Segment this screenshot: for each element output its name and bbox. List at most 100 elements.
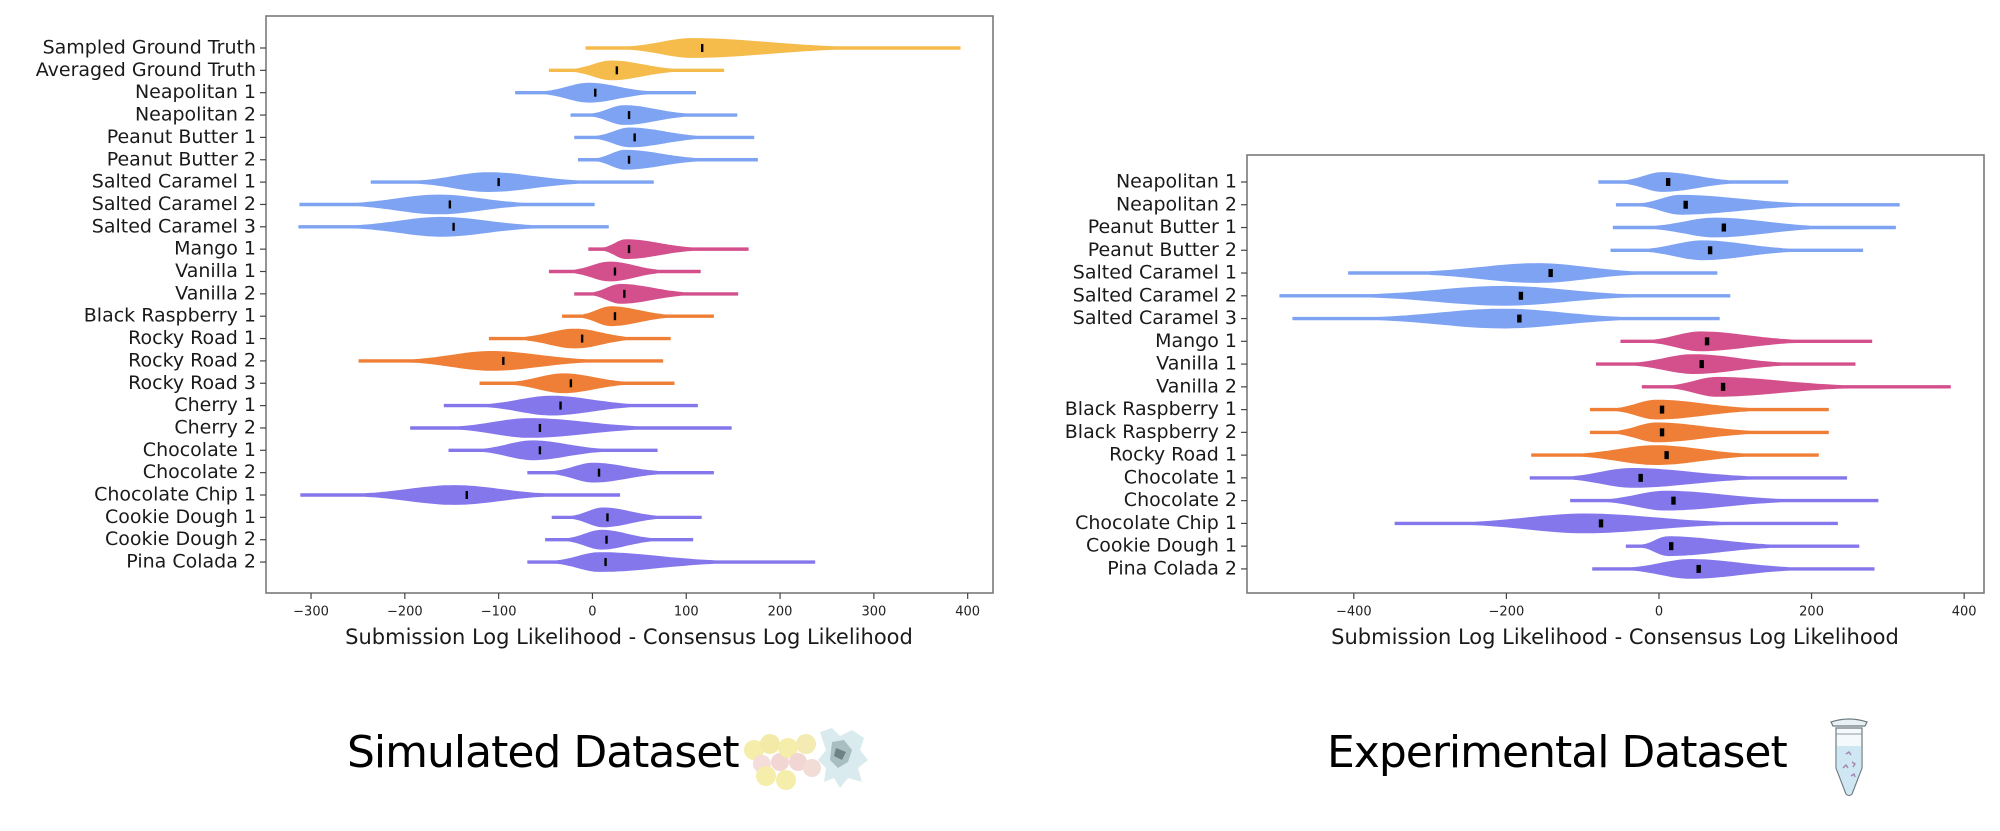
violin-vanilla-2: Vanilla 2 [1156, 375, 1951, 397]
violin-peanut-butter-1: Peanut Butter 1 [107, 126, 755, 148]
median-marker [538, 446, 542, 455]
median-marker [604, 558, 607, 567]
median-marker [615, 66, 619, 75]
violin-pina-colada-2: Pina Colada 2 [1107, 557, 1875, 579]
x-tick-label: −100 [481, 605, 517, 620]
violin-body [488, 328, 671, 349]
median-marker [627, 111, 631, 120]
violin-chocolate-1: Chocolate 1 [1124, 466, 1848, 488]
violin-vanilla-2: Vanilla 2 [175, 282, 739, 304]
x-tick-label: −200 [387, 605, 423, 620]
violin-chocolate-1: Chocolate 1 [143, 439, 658, 461]
median-marker [1699, 360, 1704, 369]
violin-body [1589, 399, 1829, 420]
median-marker [559, 401, 562, 410]
violin-body [1620, 331, 1873, 352]
y-tick-label: Neapolitan 1 [135, 81, 256, 103]
violin-cherry-1: Cherry 1 [174, 394, 698, 416]
median-marker [1638, 473, 1643, 482]
y-tick-label: Chocolate Chip 1 [94, 484, 256, 506]
y-tick-label: Rocky Road 3 [128, 372, 256, 394]
violin-salted-caramel-1: Salted Caramel 1 [92, 171, 654, 193]
y-tick-label: Cherry 2 [174, 416, 256, 438]
median-marker [1696, 564, 1701, 573]
x-tick-label: 400 [955, 605, 980, 620]
violin-salted-caramel-2: Salted Caramel 2 [1073, 284, 1731, 306]
y-tick-label: Mango 1 [1155, 330, 1237, 352]
violin-salted-caramel-2: Salted Caramel 2 [92, 193, 595, 215]
violin-chocolate-2: Chocolate 2 [1124, 489, 1879, 511]
median-marker [1683, 200, 1688, 209]
violin-body [358, 351, 664, 371]
violin-salted-caramel-3: Salted Caramel 3 [1073, 307, 1720, 329]
violin-body [299, 194, 595, 215]
y-tick-label: Sampled Ground Truth [43, 37, 256, 59]
y-tick-label: Salted Caramel 2 [1073, 284, 1237, 306]
y-tick-label: Averaged Ground Truth [36, 59, 256, 81]
median-marker [594, 88, 597, 97]
y-tick-label: Black Raspberry 1 [1065, 398, 1237, 420]
y-tick-label: Vanilla 1 [175, 260, 256, 282]
violin-neapolitan-2: Neapolitan 2 [135, 104, 738, 126]
violin-rocky-road-2: Rocky Road 2 [128, 349, 664, 371]
median-marker [627, 155, 631, 164]
y-tick-label: Peanut Butter 1 [107, 126, 256, 148]
median-marker [448, 200, 452, 209]
y-tick-label: Rocky Road 1 [1109, 444, 1237, 466]
violin-rocky-road-3: Rocky Road 3 [128, 372, 675, 394]
violin-peanut-butter-2: Peanut Butter 2 [1088, 239, 1864, 261]
x-tick-label: 100 [674, 605, 699, 620]
y-tick-label: Chocolate 1 [1124, 466, 1237, 488]
violin-body [1596, 354, 1856, 374]
x-tick-label: 200 [768, 605, 793, 620]
y-tick-label: Chocolate Chip 1 [1075, 512, 1237, 534]
violin-cherry-2: Cherry 2 [174, 416, 732, 438]
median-marker [1671, 496, 1676, 505]
violin-body [1279, 285, 1731, 306]
median-marker [1721, 223, 1727, 232]
median-marker [1704, 337, 1710, 346]
violin-salted-caramel-1: Salted Caramel 1 [1073, 262, 1718, 284]
x-tick-label: 300 [861, 605, 886, 620]
median-marker [1517, 314, 1522, 323]
y-tick-label: Peanut Butter 2 [107, 148, 256, 170]
x-tick-label: −300 [293, 605, 329, 620]
plot-frame [265, 15, 994, 594]
violin-body [370, 172, 654, 192]
violin-body [578, 149, 758, 170]
violin-body [585, 38, 961, 58]
violin-body [1529, 468, 1848, 488]
violin-peanut-butter-1: Peanut Butter 1 [1088, 216, 1896, 238]
median-marker [1665, 178, 1671, 186]
violin-body [1570, 490, 1879, 511]
simulated-dataset-title: Simulated Dataset [347, 727, 740, 778]
median-marker [633, 133, 636, 142]
y-tick-label: Vanilla 2 [1156, 375, 1237, 397]
violin-body [548, 261, 701, 282]
violin-averaged-ground-truth: Averaged Ground Truth [36, 59, 725, 81]
violin-mango-1: Mango 1 [174, 238, 749, 260]
y-tick-label: Chocolate 1 [143, 439, 256, 461]
y-tick-label: Salted Caramel 3 [1073, 307, 1237, 329]
violin-body [570, 105, 738, 125]
median-marker [1707, 246, 1713, 255]
violin-cookie-dough-1: Cookie Dough 1 [105, 506, 702, 528]
y-tick-label: Black Raspberry 1 [84, 305, 256, 327]
median-marker [627, 245, 631, 254]
median-marker [1659, 428, 1665, 437]
violin-pina-colada-2: Pina Colada 2 [126, 551, 816, 573]
experimental-dataset-title: Experimental Dataset [1327, 727, 1788, 778]
y-tick-label: Mango 1 [174, 238, 256, 260]
median-marker [497, 178, 500, 187]
y-tick-label: Rocky Road 1 [128, 327, 256, 349]
violin-body [574, 284, 739, 304]
violin-body [1625, 536, 1860, 557]
violin-chocolate-chip-1: Chocolate Chip 1 [1075, 512, 1838, 534]
y-tick-label: Cookie Dough 2 [105, 528, 256, 550]
x-tick-label: −400 [1336, 605, 1372, 620]
violin-body [1641, 376, 1951, 397]
violin-vanilla-1: Vanilla 1 [1156, 353, 1856, 375]
y-tick-label: Vanilla 2 [175, 282, 256, 304]
violin-rocky-road-1: Rocky Road 1 [128, 327, 671, 349]
